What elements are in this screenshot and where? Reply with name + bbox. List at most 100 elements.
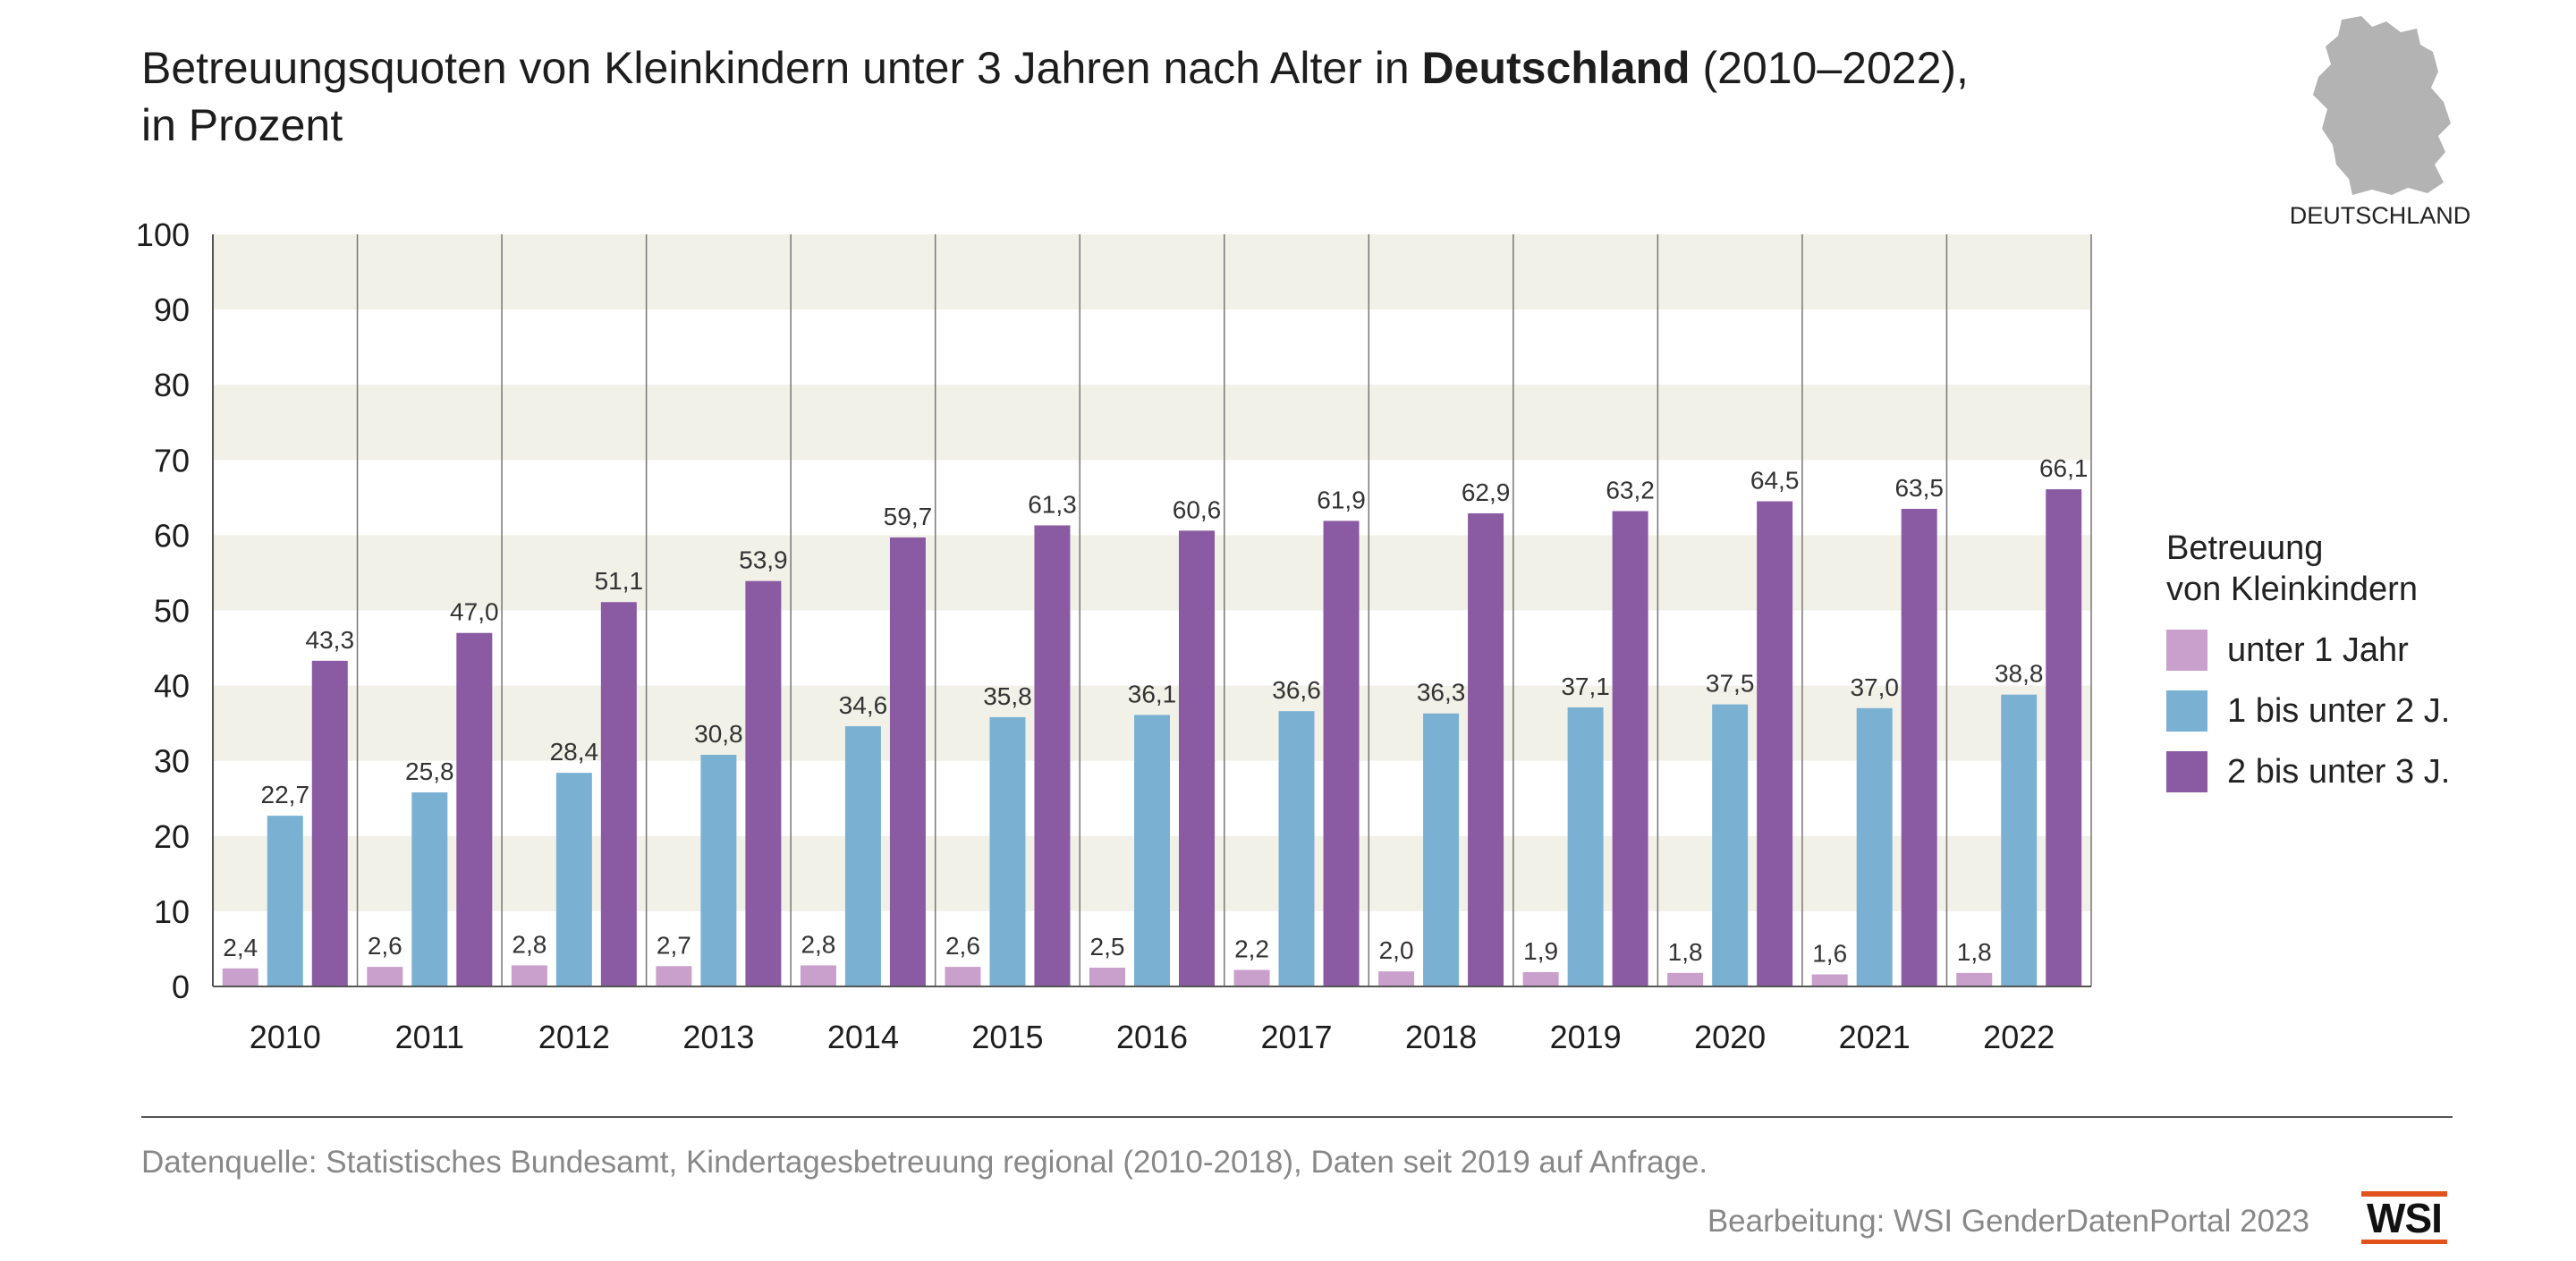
data-label: 36,6: [1272, 676, 1321, 704]
bar: [1468, 513, 1504, 986]
y-tick-label: 100: [136, 216, 190, 253]
germany-map-icon: [2286, 13, 2474, 236]
y-tick-label: 10: [154, 893, 190, 930]
legend-label: 2 bis unter 3 J.: [2227, 752, 2451, 791]
x-tick-label: 2022: [1983, 1019, 2055, 1055]
bar: [1667, 972, 1704, 986]
data-label: 63,5: [1894, 474, 1944, 502]
data-label: 62,9: [1462, 478, 1511, 506]
legend-title: Betreuung von Kleinkindern: [2166, 528, 2450, 610]
bar: [1278, 711, 1315, 986]
x-tick-label: 2012: [538, 1019, 610, 1055]
x-tick-label: 2016: [1116, 1019, 1188, 1055]
data-label: 30,8: [694, 720, 743, 748]
data-label: 2,6: [368, 932, 402, 960]
data-label: 59,7: [884, 503, 933, 530]
bar: [456, 632, 493, 986]
bar: [600, 602, 637, 986]
bar: [1856, 707, 1893, 986]
data-label: 43,3: [306, 626, 355, 654]
bar: [511, 965, 547, 986]
bar: [2046, 489, 2082, 986]
footer-divider: [141, 1116, 2453, 1118]
y-tick-label: 60: [154, 517, 190, 554]
bar: [1522, 972, 1559, 986]
logo-text: WSI: [2367, 1195, 2443, 1241]
legend-item-2-to-3: 2 bis unter 3 J.: [2166, 751, 2450, 792]
x-tick-label: 2014: [827, 1019, 899, 1055]
bar: [945, 967, 981, 986]
y-tick-label: 90: [154, 292, 190, 328]
bar: [1612, 511, 1648, 986]
bar: [222, 968, 258, 986]
wsi-logo: WSI: [2361, 1191, 2447, 1244]
x-tick-label: 2013: [682, 1019, 754, 1055]
grid-band: [213, 234, 2091, 310]
bar: [1179, 530, 1215, 986]
bar: [656, 966, 692, 986]
data-label: 36,3: [1417, 679, 1466, 707]
bar: [1089, 967, 1125, 986]
legend: Betreuung von Kleinkindern unter 1 Jahr …: [2166, 528, 2450, 792]
data-label: 2,5: [1090, 933, 1125, 961]
bar: [1712, 704, 1749, 986]
data-label: 61,9: [1317, 486, 1366, 513]
title-country: Deutschland: [1421, 43, 1690, 93]
y-tick-label: 80: [154, 367, 190, 403]
data-source: Datenquelle: Statistisches Bundesamt, Ki…: [141, 1145, 1708, 1180]
data-label: 22,7: [261, 781, 310, 808]
data-label: 2,4: [223, 934, 258, 961]
bar: [411, 792, 448, 986]
legend-title-line2: von Kleinkindern: [2166, 571, 2418, 608]
legend-item-under-1: unter 1 Jahr: [2166, 630, 2450, 671]
legend-label: 1 bis unter 2 J.: [2227, 691, 2451, 730]
bar: [1378, 971, 1415, 986]
x-tick-label: 2019: [1550, 1019, 1622, 1055]
x-tick-label: 2021: [1839, 1019, 1911, 1055]
data-label: 35,8: [983, 682, 1032, 710]
y-tick-label: 50: [154, 593, 190, 630]
data-label: 63,2: [1606, 476, 1655, 504]
bar: [1901, 508, 1937, 986]
bar: [1233, 969, 1270, 986]
x-tick-label: 2017: [1260, 1019, 1332, 1055]
x-tick-label: 2010: [250, 1019, 321, 1055]
bar: [555, 773, 592, 986]
legend-swatch: [2166, 630, 2207, 671]
y-tick-label: 0: [172, 969, 190, 1005]
logo-bar-bottom: [2361, 1240, 2447, 1244]
x-tick-label: 2011: [395, 1019, 464, 1055]
data-label: 2,7: [657, 931, 691, 959]
legend-swatch: [2166, 690, 2207, 732]
legend-title-line1: Betreuung: [2166, 529, 2324, 567]
bar: [1134, 715, 1170, 986]
data-label: 64,5: [1750, 467, 1800, 495]
x-tick-label: 2015: [971, 1019, 1043, 1055]
data-label: 2,2: [1234, 935, 1269, 962]
bar: [889, 537, 926, 986]
legend-label: unter 1 Jahr: [2227, 630, 2409, 669]
legend-item-1-to-2: 1 bis unter 2 J.: [2166, 690, 2450, 732]
bar: [367, 967, 403, 986]
legend-swatch: [2166, 751, 2207, 792]
bar: [700, 754, 737, 986]
bar: [1423, 713, 1460, 986]
bar: [989, 716, 1026, 986]
bar: [1811, 974, 1848, 986]
y-tick-label: 20: [154, 818, 190, 855]
title-text-1: Betreuungsquoten von Kleinkindern unter …: [141, 43, 1422, 93]
data-label: 38,8: [1995, 660, 2044, 688]
data-label: 34,6: [839, 691, 888, 719]
data-label: 2,6: [945, 932, 980, 960]
bar: [800, 965, 836, 986]
data-label: 25,8: [405, 757, 454, 785]
map-label: DEUTSCHLAND: [2289, 202, 2471, 229]
data-label: 1,9: [1523, 937, 1558, 965]
x-tick-label: 2020: [1694, 1019, 1766, 1055]
bar: [844, 726, 881, 986]
y-tick-label: 30: [154, 743, 190, 780]
data-label: 37,1: [1561, 673, 1610, 700]
bar: [2001, 694, 2038, 986]
grid-band: [213, 385, 2091, 461]
